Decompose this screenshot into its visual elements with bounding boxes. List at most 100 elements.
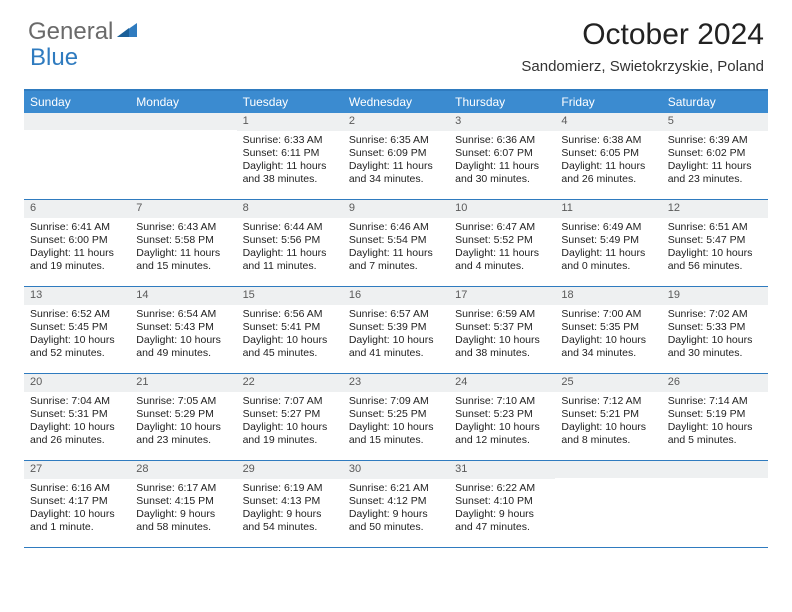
sunrise-text: Sunrise: 7:10 AM <box>455 395 549 408</box>
day-cell: 15Sunrise: 6:56 AMSunset: 5:41 PMDayligh… <box>237 287 343 373</box>
day-cell: 19Sunrise: 7:02 AMSunset: 5:33 PMDayligh… <box>662 287 768 373</box>
sunset-text: Sunset: 5:54 PM <box>349 234 443 247</box>
sunset-text: Sunset: 4:17 PM <box>30 495 124 508</box>
day-number: 25 <box>555 374 661 392</box>
daylight-text: Daylight: 11 hours and 34 minutes. <box>349 160 443 186</box>
day-cell: 4Sunrise: 6:38 AMSunset: 6:05 PMDaylight… <box>555 113 661 199</box>
daylight-text: Daylight: 11 hours and 7 minutes. <box>349 247 443 273</box>
daylight-text: Daylight: 9 hours and 58 minutes. <box>136 508 230 534</box>
day-body: Sunrise: 7:10 AMSunset: 5:23 PMDaylight:… <box>449 392 555 452</box>
day-body: Sunrise: 6:36 AMSunset: 6:07 PMDaylight:… <box>449 131 555 191</box>
day-body: Sunrise: 6:39 AMSunset: 6:02 PMDaylight:… <box>662 131 768 191</box>
daylight-text: Daylight: 11 hours and 30 minutes. <box>455 160 549 186</box>
day-body: Sunrise: 6:16 AMSunset: 4:17 PMDaylight:… <box>24 479 130 539</box>
day-body: Sunrise: 6:59 AMSunset: 5:37 PMDaylight:… <box>449 305 555 365</box>
day-cell: 3Sunrise: 6:36 AMSunset: 6:07 PMDaylight… <box>449 113 555 199</box>
sunrise-text: Sunrise: 6:57 AM <box>349 308 443 321</box>
day-body: Sunrise: 6:17 AMSunset: 4:15 PMDaylight:… <box>130 479 236 539</box>
day-cell: 1Sunrise: 6:33 AMSunset: 6:11 PMDaylight… <box>237 113 343 199</box>
sunrise-text: Sunrise: 6:51 AM <box>668 221 762 234</box>
daylight-text: Daylight: 9 hours and 50 minutes. <box>349 508 443 534</box>
day-header-cell: Friday <box>555 91 661 113</box>
calendar: SundayMondayTuesdayWednesdayThursdayFrid… <box>24 89 768 548</box>
logo-general: General <box>28 18 113 46</box>
day-body: Sunrise: 7:05 AMSunset: 5:29 PMDaylight:… <box>130 392 236 452</box>
daylight-text: Daylight: 10 hours and 5 minutes. <box>668 421 762 447</box>
location: Sandomierz, Swietokrzyskie, Poland <box>521 58 764 75</box>
sunset-text: Sunset: 4:13 PM <box>243 495 337 508</box>
sunrise-text: Sunrise: 6:36 AM <box>455 134 549 147</box>
sunset-text: Sunset: 5:23 PM <box>455 408 549 421</box>
day-body: Sunrise: 6:56 AMSunset: 5:41 PMDaylight:… <box>237 305 343 365</box>
day-number: 12 <box>662 200 768 218</box>
day-number <box>555 461 661 478</box>
day-number: 24 <box>449 374 555 392</box>
sunset-text: Sunset: 5:41 PM <box>243 321 337 334</box>
week-row: 1Sunrise: 6:33 AMSunset: 6:11 PMDaylight… <box>24 113 768 200</box>
day-body: Sunrise: 7:04 AMSunset: 5:31 PMDaylight:… <box>24 392 130 452</box>
sunset-text: Sunset: 5:31 PM <box>30 408 124 421</box>
day-body: Sunrise: 6:35 AMSunset: 6:09 PMDaylight:… <box>343 131 449 191</box>
week-row: 27Sunrise: 6:16 AMSunset: 4:17 PMDayligh… <box>24 461 768 548</box>
daylight-text: Daylight: 10 hours and 38 minutes. <box>455 334 549 360</box>
day-body: Sunrise: 7:12 AMSunset: 5:21 PMDaylight:… <box>555 392 661 452</box>
day-cell: 12Sunrise: 6:51 AMSunset: 5:47 PMDayligh… <box>662 200 768 286</box>
daylight-text: Daylight: 11 hours and 23 minutes. <box>668 160 762 186</box>
day-cell <box>24 113 130 199</box>
daylight-text: Daylight: 10 hours and 12 minutes. <box>455 421 549 447</box>
sunrise-text: Sunrise: 6:49 AM <box>561 221 655 234</box>
day-body: Sunrise: 7:07 AMSunset: 5:27 PMDaylight:… <box>237 392 343 452</box>
day-cell: 27Sunrise: 6:16 AMSunset: 4:17 PMDayligh… <box>24 461 130 547</box>
day-cell: 5Sunrise: 6:39 AMSunset: 6:02 PMDaylight… <box>662 113 768 199</box>
day-number: 23 <box>343 374 449 392</box>
day-cell <box>555 461 661 547</box>
sunrise-text: Sunrise: 6:33 AM <box>243 134 337 147</box>
sunrise-text: Sunrise: 6:35 AM <box>349 134 443 147</box>
sunset-text: Sunset: 6:05 PM <box>561 147 655 160</box>
day-cell: 23Sunrise: 7:09 AMSunset: 5:25 PMDayligh… <box>343 374 449 460</box>
day-cell: 10Sunrise: 6:47 AMSunset: 5:52 PMDayligh… <box>449 200 555 286</box>
day-number: 16 <box>343 287 449 305</box>
daylight-text: Daylight: 10 hours and 23 minutes. <box>136 421 230 447</box>
day-cell: 25Sunrise: 7:12 AMSunset: 5:21 PMDayligh… <box>555 374 661 460</box>
sunset-text: Sunset: 5:27 PM <box>243 408 337 421</box>
daylight-text: Daylight: 10 hours and 41 minutes. <box>349 334 443 360</box>
day-number: 3 <box>449 113 555 131</box>
daylight-text: Daylight: 10 hours and 1 minute. <box>30 508 124 534</box>
sunset-text: Sunset: 6:02 PM <box>668 147 762 160</box>
day-cell: 6Sunrise: 6:41 AMSunset: 6:00 PMDaylight… <box>24 200 130 286</box>
sunrise-text: Sunrise: 6:59 AM <box>455 308 549 321</box>
sunset-text: Sunset: 5:21 PM <box>561 408 655 421</box>
day-cell: 17Sunrise: 6:59 AMSunset: 5:37 PMDayligh… <box>449 287 555 373</box>
day-number: 8 <box>237 200 343 218</box>
day-body: Sunrise: 6:33 AMSunset: 6:11 PMDaylight:… <box>237 131 343 191</box>
daylight-text: Daylight: 9 hours and 47 minutes. <box>455 508 549 534</box>
sunrise-text: Sunrise: 6:52 AM <box>30 308 124 321</box>
day-number: 11 <box>555 200 661 218</box>
day-header-cell: Wednesday <box>343 91 449 113</box>
day-cell: 29Sunrise: 6:19 AMSunset: 4:13 PMDayligh… <box>237 461 343 547</box>
day-body: Sunrise: 6:54 AMSunset: 5:43 PMDaylight:… <box>130 305 236 365</box>
sunrise-text: Sunrise: 6:43 AM <box>136 221 230 234</box>
day-header-cell: Tuesday <box>237 91 343 113</box>
day-cell: 24Sunrise: 7:10 AMSunset: 5:23 PMDayligh… <box>449 374 555 460</box>
day-body: Sunrise: 6:47 AMSunset: 5:52 PMDaylight:… <box>449 218 555 278</box>
day-number: 31 <box>449 461 555 479</box>
day-cell: 20Sunrise: 7:04 AMSunset: 5:31 PMDayligh… <box>24 374 130 460</box>
day-cell: 16Sunrise: 6:57 AMSunset: 5:39 PMDayligh… <box>343 287 449 373</box>
daylight-text: Daylight: 11 hours and 26 minutes. <box>561 160 655 186</box>
day-cell: 31Sunrise: 6:22 AMSunset: 4:10 PMDayligh… <box>449 461 555 547</box>
daylight-text: Daylight: 11 hours and 4 minutes. <box>455 247 549 273</box>
daylight-text: Daylight: 9 hours and 54 minutes. <box>243 508 337 534</box>
day-cell: 2Sunrise: 6:35 AMSunset: 6:09 PMDaylight… <box>343 113 449 199</box>
day-number: 22 <box>237 374 343 392</box>
day-header-cell: Thursday <box>449 91 555 113</box>
daylight-text: Daylight: 10 hours and 26 minutes. <box>30 421 124 447</box>
sunset-text: Sunset: 5:19 PM <box>668 408 762 421</box>
day-body: Sunrise: 6:44 AMSunset: 5:56 PMDaylight:… <box>237 218 343 278</box>
day-number: 1 <box>237 113 343 131</box>
sunset-text: Sunset: 6:11 PM <box>243 147 337 160</box>
day-number: 21 <box>130 374 236 392</box>
day-cell: 22Sunrise: 7:07 AMSunset: 5:27 PMDayligh… <box>237 374 343 460</box>
day-body: Sunrise: 6:22 AMSunset: 4:10 PMDaylight:… <box>449 479 555 539</box>
